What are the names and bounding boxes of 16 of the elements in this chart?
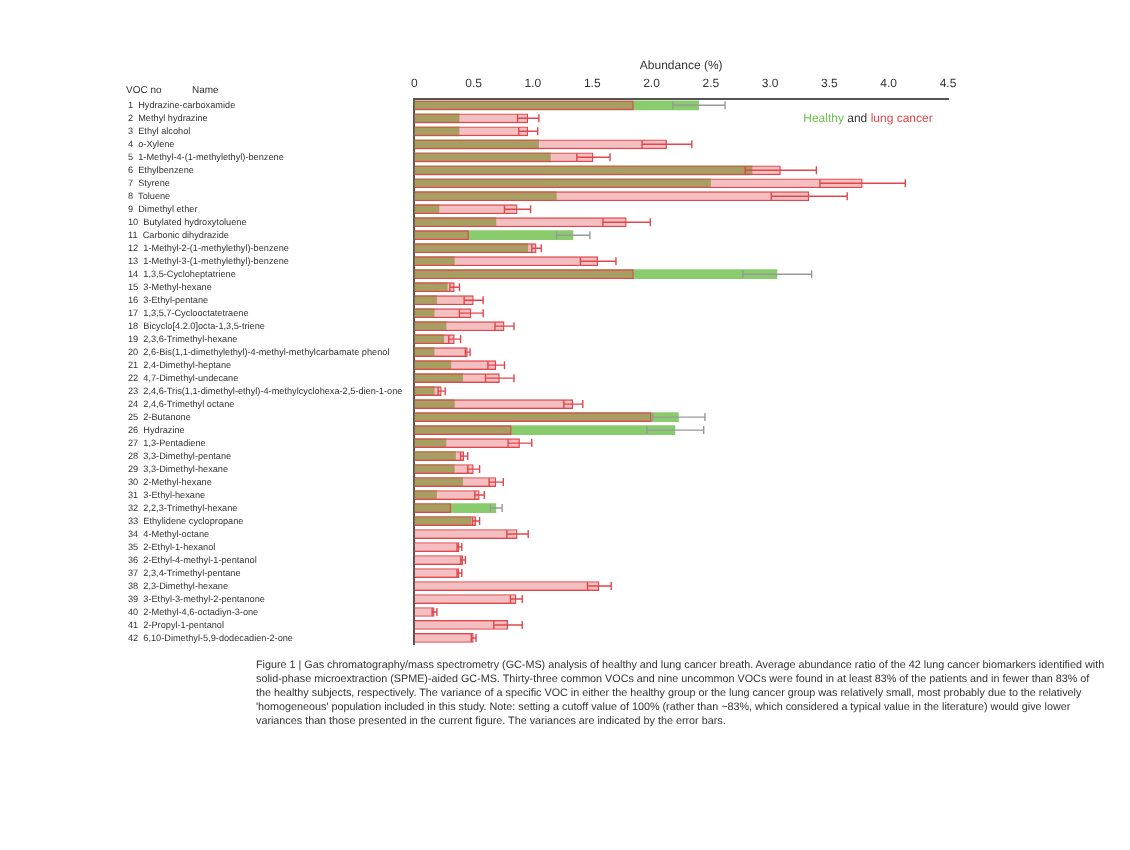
bar — [414, 360, 497, 371]
bar — [414, 425, 512, 435]
bar — [414, 464, 474, 474]
bar — [414, 230, 469, 241]
bar — [414, 490, 480, 500]
bar — [414, 334, 455, 345]
bar — [414, 555, 463, 565]
bar — [414, 347, 468, 358]
bar — [414, 100, 634, 111]
bar — [414, 542, 460, 552]
bar — [414, 230, 574, 241]
bar — [414, 282, 455, 293]
bar — [414, 451, 465, 461]
bar — [414, 503, 452, 513]
bar — [414, 477, 497, 487]
bar — [414, 269, 634, 280]
